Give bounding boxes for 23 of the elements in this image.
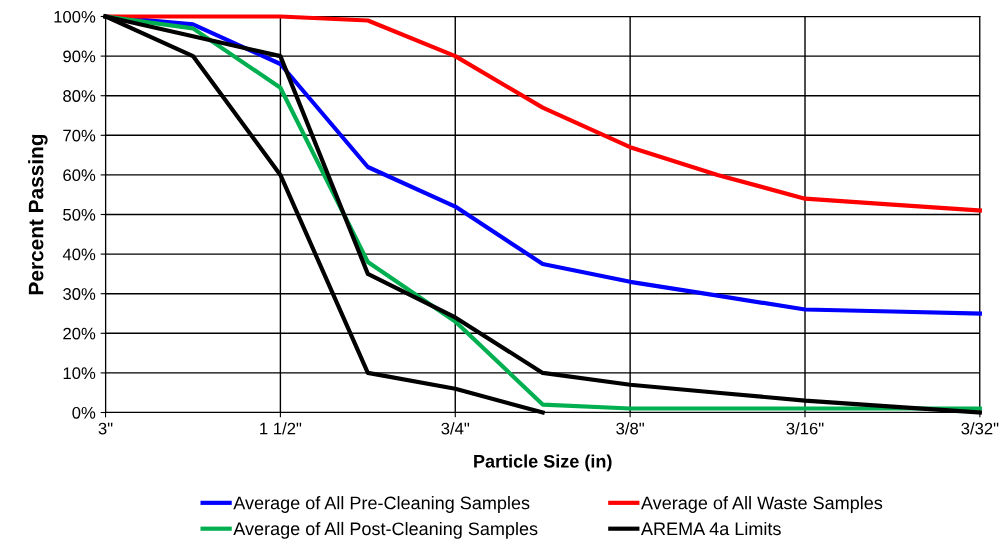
x-tick-label: 3/4"	[441, 422, 470, 435]
x-axis-title: Particle Size (in)	[474, 454, 612, 472]
x-tick-label: 3/16"	[786, 422, 824, 435]
y-tick-label: 90%	[63, 50, 96, 63]
y-axis-title: Percent Passing	[28, 134, 48, 295]
y-tick-label: 50%	[63, 208, 96, 221]
legend-label: Average of All Post-Cleaning Samples	[233, 521, 538, 539]
y-tick-label: 60%	[63, 169, 96, 182]
x-tick-label: 3/8"	[616, 422, 644, 435]
legend-label: AREMA 4a Limits	[641, 521, 781, 536]
x-tick-label: 3/32"	[961, 422, 999, 435]
y-tick-label: 10%	[63, 367, 96, 380]
y-tick-label: 40%	[62, 248, 96, 261]
x-tick-label: 3"	[98, 422, 113, 435]
y-tick-label: 30%	[63, 288, 96, 300]
legend-label: Average of All Pre-Cleaning Samples	[233, 496, 530, 513]
y-tick-label: 100%	[54, 10, 96, 23]
y-tick-label: 70%	[63, 129, 96, 142]
legend-label: Average of All Waste Samples	[641, 496, 883, 513]
y-tick-label: 0%	[72, 406, 96, 419]
y-tick-label: 80%	[63, 90, 96, 102]
x-tick-label: 1 1/2"	[260, 422, 302, 435]
y-tick-label: 20%	[63, 327, 96, 340]
